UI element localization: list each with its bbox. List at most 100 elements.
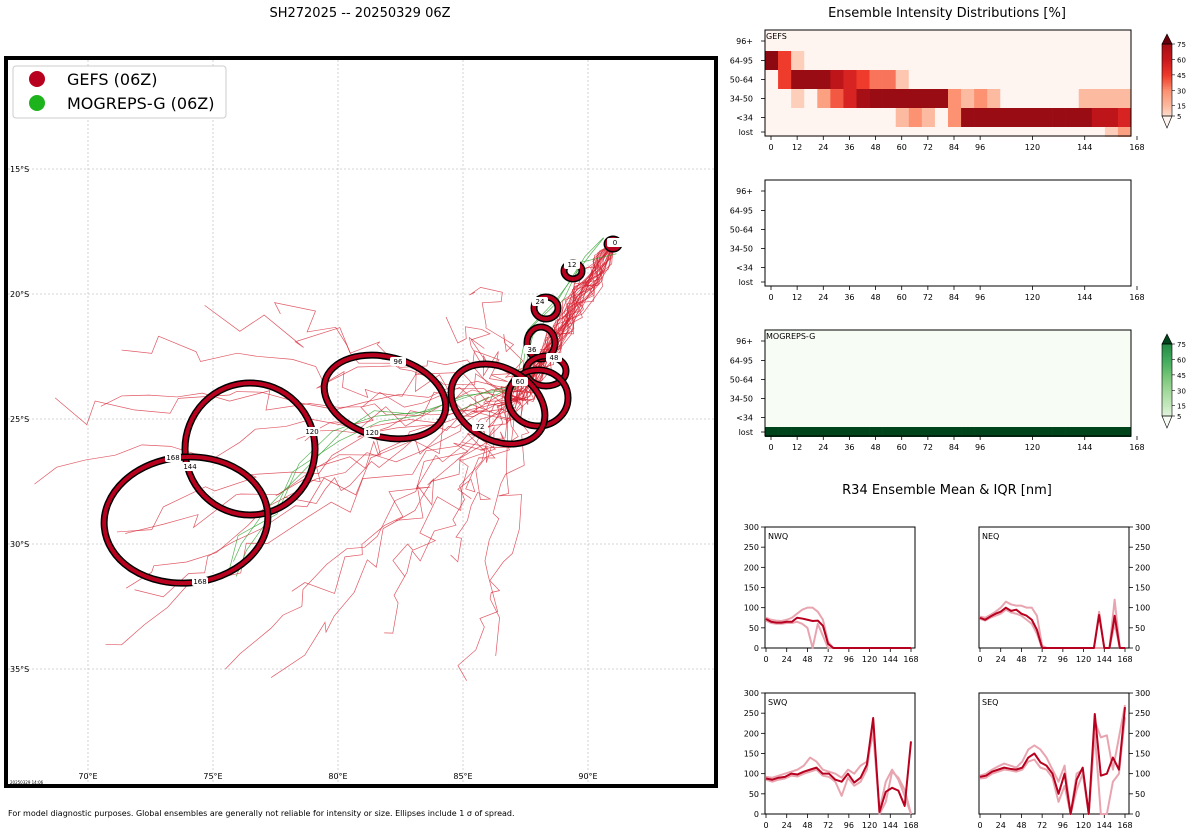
heatmap-cell (804, 31, 818, 51)
heatmap-cell (778, 89, 792, 108)
colorbar-segment (1162, 353, 1172, 356)
heatmap-cell (856, 70, 870, 89)
heatmap-cell (948, 427, 962, 437)
heatmap-cell (1091, 108, 1106, 127)
heatmap-cell (804, 127, 818, 137)
heatmap-xtick: 96 (975, 443, 985, 452)
heatmap-xtick: 168 (1129, 293, 1144, 302)
r34-xtick: 120 (1076, 655, 1091, 664)
colorbar-tick: 60 (1177, 356, 1186, 364)
heatmap-cell (882, 127, 897, 137)
colorbar-segment (1162, 410, 1172, 413)
footnote: For model diagnostic purposes. Global en… (8, 809, 515, 818)
heatmap-cell (1065, 108, 1080, 127)
heatmap-cell (817, 51, 831, 70)
heatmap-frame (764, 329, 1132, 437)
heatmap-cell (948, 51, 962, 70)
heatmap-cell (934, 70, 949, 89)
colorbar-segment (1162, 69, 1172, 72)
heatmap-cell (778, 51, 792, 70)
heatmap-cell (856, 51, 870, 70)
r34-ytick: 250 (1135, 709, 1150, 718)
r34-q75-line (979, 704, 1126, 815)
colorbar-segment (1162, 72, 1172, 76)
heatmap-cell (987, 108, 1001, 127)
heatmap-cell (1013, 127, 1027, 137)
r34-panel-nwq: 0 50 100 150 200 250 300 0 24 48 72 96 120 144 168 NWQ (744, 523, 919, 664)
colorbar-segment (1162, 351, 1172, 354)
r34-xtick: 120 (862, 655, 877, 664)
colorbar-tick: 45 (1177, 72, 1186, 80)
heatmap-cell (830, 31, 844, 51)
heatmap-cell (765, 127, 779, 137)
heatmap-ylabel: 34-50 (730, 245, 753, 254)
uncertainty-ellipses: 0 12 24 36 48 60 72 96 120 120 144 168 168 (100, 235, 623, 587)
heatmap-cell (856, 427, 870, 437)
heatmap-cell (791, 51, 805, 70)
heatmap-cell (1039, 127, 1053, 137)
heatmap-cell (882, 51, 897, 70)
heatmap-cell (895, 70, 910, 89)
heatmap-ylabel: lost (739, 128, 753, 137)
heatmap-xtick: 72 (923, 443, 933, 452)
heatmap-cell (1065, 51, 1080, 70)
colorbar-segment (1162, 56, 1172, 59)
heatmap-cell (908, 31, 923, 51)
heatmap-cell (1026, 51, 1040, 70)
heatmap-xtick: 144 (1077, 443, 1092, 452)
heatmap-cell (791, 108, 805, 127)
r34-ytick: 200 (744, 563, 759, 572)
heatmap-cell (1078, 427, 1093, 437)
heatmap-cell (1000, 127, 1014, 137)
colorbar-segment (1162, 53, 1172, 56)
colorbar-tick: 75 (1177, 341, 1186, 349)
colorbar-segment (1162, 362, 1172, 365)
heatmap-cell (895, 31, 910, 51)
heatmap-cell (778, 31, 792, 51)
colorbar-segment (1162, 347, 1172, 350)
r34-panel-label: NWQ (768, 532, 788, 541)
heatmap-cell (765, 70, 779, 89)
heatmap-cell (1000, 89, 1014, 108)
heatmap-cell (869, 427, 883, 437)
heatmap-cell (1117, 70, 1132, 89)
colorbar-segment (1162, 58, 1172, 61)
heatmap-cell (921, 427, 936, 437)
heatmap-xtick: 60 (897, 443, 907, 452)
heatmap-cell (974, 70, 988, 89)
colorbar-tick: 60 (1177, 56, 1186, 64)
heatmap-cell (921, 108, 936, 127)
colorbar-segment (1162, 65, 1172, 68)
legend-mogreps-marker (29, 95, 45, 111)
r34-ytick: 0 (754, 644, 759, 653)
colorbar-segment (1162, 401, 1172, 404)
heatmap-cell (791, 427, 805, 437)
r34-xtick: 24 (782, 821, 792, 830)
colorbar-tick: 15 (1177, 403, 1186, 411)
svg-text:48: 48 (550, 354, 559, 362)
map-panel: SH272025 -- 20250329 06Z 0 12 24 36 48 60 72 96… (4, 6, 718, 818)
heatmap-cell (869, 108, 883, 127)
heatmap-cell (1013, 31, 1027, 51)
heatmap-xtick: 120 (1025, 443, 1040, 452)
heatmap-xtick: 12 (792, 293, 802, 302)
colorbar-segment (1162, 390, 1172, 394)
colorbar-segment (1162, 385, 1172, 388)
colorbar-segment (1162, 398, 1172, 401)
heatmap-ylabel: 96+ (736, 337, 753, 346)
heatmap-cell (1117, 427, 1132, 437)
heatmap-cell (817, 108, 831, 127)
colorbar-segment (1162, 47, 1172, 50)
heatmap-cell (856, 108, 870, 127)
ellipse-ring (449, 362, 547, 446)
r34-xtick: 0 (763, 655, 768, 664)
gefs-track (457, 243, 614, 681)
colorbar-segment (1162, 74, 1172, 77)
colorbar-segment (1162, 83, 1172, 86)
r34-ytick: 250 (744, 709, 759, 718)
r34-ytick: 50 (749, 624, 759, 633)
colorbar-segment (1162, 85, 1172, 88)
gefs-intensity-heatmap: 96+ 64-95 50-64 34-50 <34 lost 0 12 24 36 48 60 72 84… (730, 29, 1145, 152)
heatmap-cell (765, 427, 779, 437)
colorbar-segment (1162, 112, 1172, 115)
